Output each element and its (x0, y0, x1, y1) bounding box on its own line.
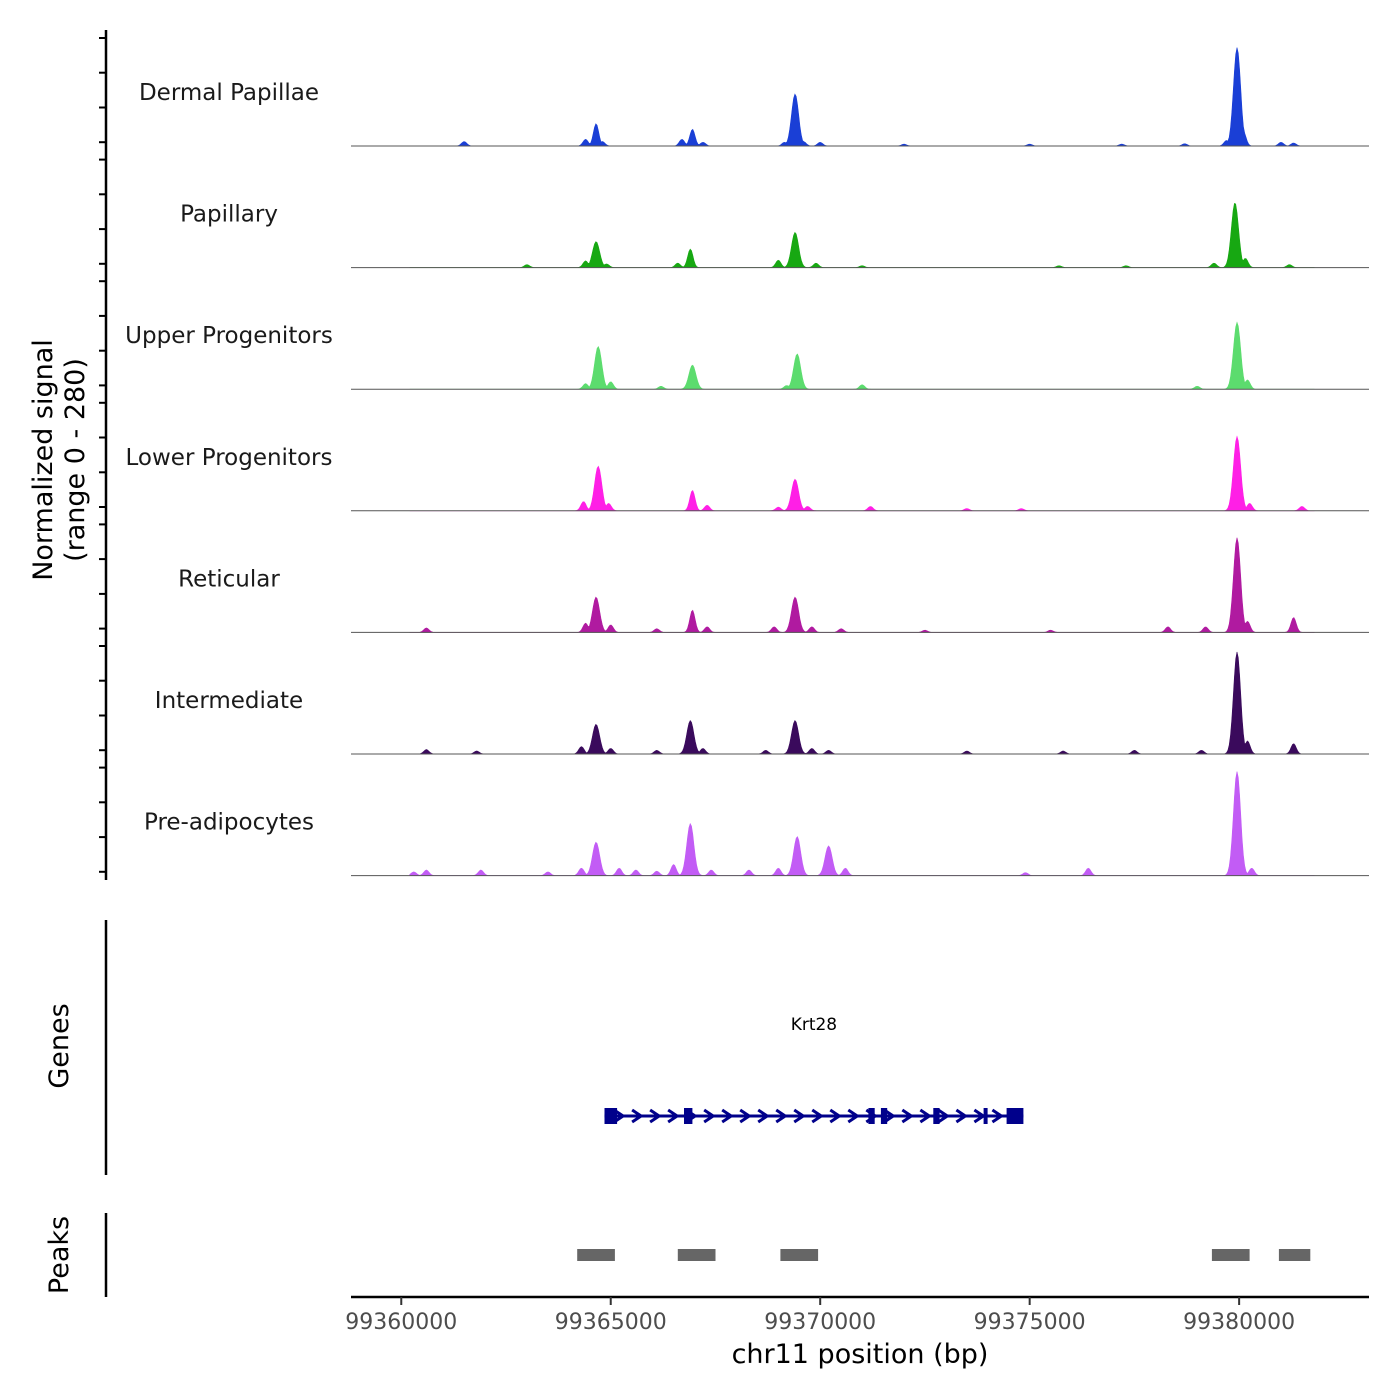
y-axis-title-line1: Normalized signal (28, 339, 59, 581)
signal-area-dermal-papillae (409, 47, 1315, 147)
strand-arrow (829, 1108, 842, 1124)
strand-arrow (919, 1108, 933, 1124)
track-lower-progenitors: Lower Progenitors (126, 435, 1369, 512)
strand-arrow (721, 1108, 734, 1124)
strand-arrow (901, 1108, 915, 1124)
strand-arrow (631, 1108, 644, 1124)
x-tick-label: 99365000 (555, 1310, 667, 1335)
strand-arrow (955, 1108, 969, 1124)
track-label-papillary: Papillary (180, 202, 278, 228)
x-tick-label: 99360000 (345, 1310, 457, 1335)
strand-arrow (613, 1108, 626, 1124)
strand-arrow (973, 1108, 987, 1124)
gene-exon (684, 1108, 693, 1124)
strand-arrow (847, 1108, 861, 1124)
track-papillary: Papillary (180, 202, 1369, 269)
signal-area-papillary (409, 202, 1315, 268)
strand-arrow (775, 1108, 788, 1124)
x-tick-label: 99380000 (1183, 1310, 1295, 1335)
x-tick-label: 99375000 (974, 1310, 1086, 1335)
y-axis-title-line2: (range 0 - 280) (60, 358, 91, 562)
genes-panel-title: Genes (44, 1003, 75, 1088)
strand-arrow (793, 1108, 806, 1124)
track-pre-adipocytes: Pre-adipocytes (144, 771, 1369, 877)
signal-tracks: Dermal Papillae Papillary Upper Progenitor… (125, 47, 1369, 877)
peak-region (677, 1249, 716, 1261)
peak-region (780, 1249, 819, 1261)
strand-arrow (883, 1108, 897, 1124)
gene-krt28: Krt28 (604, 1015, 1024, 1124)
gene-exon (933, 1108, 940, 1124)
gene-exon (604, 1108, 618, 1124)
signal-area-reticular (409, 537, 1315, 633)
track-label-dermal-papillae: Dermal Papillae (139, 80, 319, 106)
track-dermal-papillae: Dermal Papillae (139, 47, 1369, 147)
strand-arrow (739, 1108, 752, 1124)
peak-region (1278, 1249, 1311, 1261)
x-axis-title: chr11 position (bp) (732, 1339, 989, 1370)
gene-exon (868, 1108, 875, 1124)
gene-exon (1006, 1108, 1024, 1124)
genes-track: Krt28 (604, 1015, 1024, 1124)
peaks-track (577, 1249, 1311, 1261)
peaks-panel-title: Peaks (44, 1216, 75, 1294)
track-label-upper-progenitors: Upper Progenitors (125, 323, 333, 349)
strand-arrow (667, 1108, 680, 1124)
track-intermediate: Intermediate (155, 651, 1369, 755)
strand-arrow (703, 1108, 716, 1124)
peak-region (577, 1249, 615, 1261)
strand-arrow (757, 1108, 770, 1124)
track-label-pre-adipocytes: Pre-adipocytes (144, 810, 314, 836)
track-reticular: Reticular (178, 537, 1369, 633)
x-axis-ticks: 99360000 99365000 99370000 99375000 99380000 (345, 1297, 1295, 1335)
signal-area-pre-adipocytes (409, 771, 1315, 876)
peak-region (1211, 1249, 1250, 1261)
gene-exon (983, 1108, 988, 1124)
track-label-reticular: Reticular (178, 566, 280, 592)
strand-arrow (937, 1108, 951, 1124)
signal-area-lower-progenitors (409, 435, 1315, 512)
strand-arrow (811, 1108, 824, 1124)
signal-y-axis-ticks (99, 37, 106, 873)
signal-area-intermediate (409, 651, 1315, 755)
x-tick-label: 99370000 (764, 1310, 876, 1335)
track-upper-progenitors: Upper Progenitors (125, 321, 1369, 390)
gene-label: Krt28 (791, 1015, 837, 1035)
strand-arrow (649, 1108, 662, 1124)
track-label-intermediate: Intermediate (155, 688, 303, 714)
signal-area-upper-progenitors (409, 321, 1315, 390)
strand-arrow (991, 1108, 1005, 1124)
gene-exon (880, 1108, 888, 1124)
track-label-lower-progenitors: Lower Progenitors (126, 445, 333, 471)
